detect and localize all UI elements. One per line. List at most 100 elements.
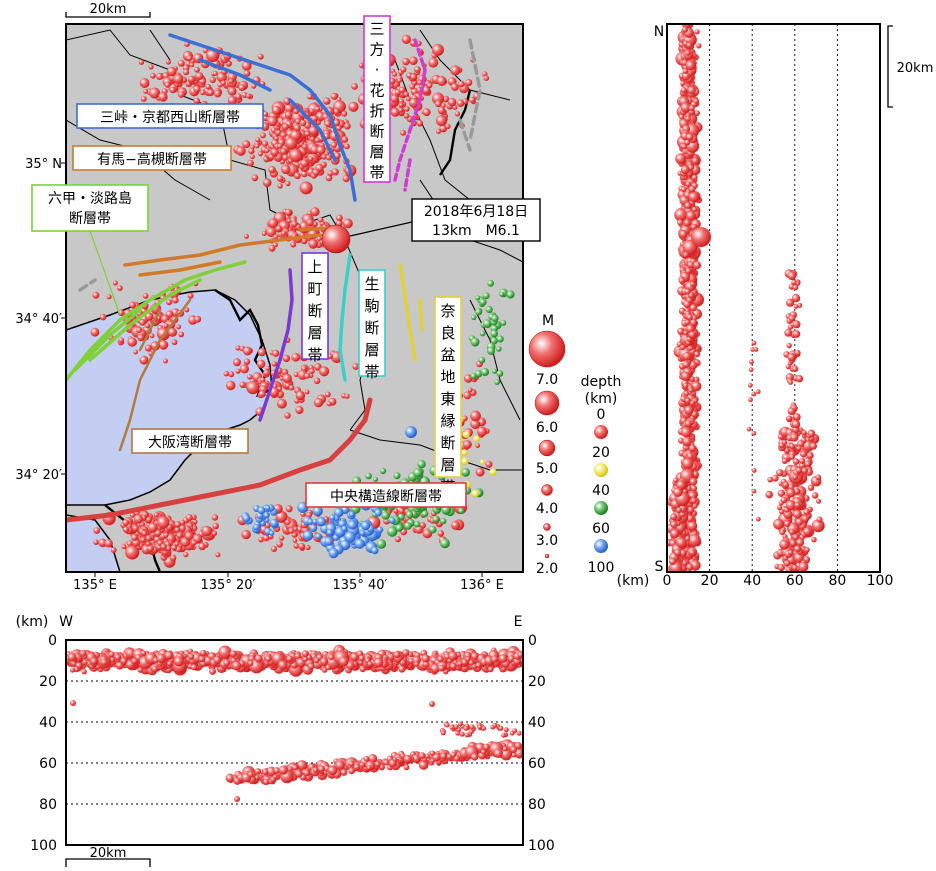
quake-marker — [361, 521, 371, 531]
quake-marker — [267, 115, 278, 127]
quake-marker — [271, 105, 282, 115]
quake-marker — [485, 305, 493, 314]
fault-label-rokko: 六甲・淡路島 断層帯 — [31, 184, 149, 316]
quake-marker — [114, 654, 122, 661]
quake-marker — [431, 92, 445, 105]
quake-marker — [141, 530, 148, 536]
quake-marker — [479, 298, 487, 306]
ew-y-tick-left: 20 — [39, 674, 57, 690]
quake-marker — [413, 468, 423, 478]
quake-marker — [254, 768, 262, 775]
quake-marker — [137, 667, 144, 673]
quake-marker — [410, 73, 417, 81]
quake-marker — [463, 725, 469, 731]
quake-marker — [324, 391, 331, 398]
quake-marker — [273, 136, 279, 141]
ew-section-frame — [65, 639, 524, 846]
quake-marker — [691, 206, 698, 213]
quake-marker — [401, 34, 411, 45]
quake-marker — [282, 354, 291, 363]
quake-marker — [792, 458, 800, 465]
quake-marker — [792, 330, 801, 338]
ew-y-tick-right: 40 — [528, 715, 546, 731]
quake-marker — [457, 80, 465, 88]
quake-marker — [684, 139, 691, 146]
quake-marker — [213, 656, 222, 664]
quake-marker — [173, 656, 184, 667]
quake-marker — [301, 650, 309, 658]
quake-marker — [679, 511, 686, 518]
ns-x-tick: 40 — [743, 573, 761, 589]
quake-marker — [489, 468, 497, 476]
quake-marker — [351, 83, 358, 90]
quake-marker — [686, 506, 695, 514]
quake-marker — [748, 397, 753, 403]
fault-label-char: · — [375, 61, 380, 79]
quake-marker — [258, 390, 266, 398]
quake-marker — [133, 349, 139, 355]
ns-x-tick: 60 — [786, 573, 804, 589]
quake-marker — [352, 363, 360, 370]
quake-marker — [276, 541, 283, 548]
fault-nara-line — [398, 263, 424, 362]
quake-marker — [782, 481, 789, 488]
quake-marker — [278, 660, 288, 670]
quake-marker — [163, 358, 168, 364]
quake-marker — [801, 514, 809, 523]
quake-marker — [677, 327, 685, 335]
ns-x-tick: 20 — [701, 573, 719, 589]
quake-marker — [207, 89, 215, 97]
quake-marker — [785, 499, 796, 511]
quake-marker — [688, 104, 695, 112]
quake-marker — [307, 94, 313, 100]
quake-marker — [235, 368, 241, 374]
quake-marker — [418, 752, 426, 760]
quake-marker — [686, 324, 695, 334]
quake-marker — [200, 649, 207, 657]
quake-marker — [241, 529, 251, 540]
quake-marker — [416, 120, 424, 127]
quake-marker — [685, 60, 696, 71]
quake-marker — [465, 79, 473, 86]
quake-marker — [408, 97, 419, 108]
quake-marker — [328, 548, 339, 559]
quake-marker — [316, 517, 327, 527]
quake-marker — [284, 412, 291, 419]
fault-label-char: 良 — [440, 324, 455, 342]
quake-marker — [777, 489, 786, 497]
quake-marker — [500, 320, 507, 326]
quake-marker — [797, 440, 805, 448]
fault-chuo-line — [66, 397, 373, 523]
fault-label-char: 上 — [307, 258, 322, 276]
mag-label-5: 5.0 — [536, 461, 558, 477]
quake-marker — [164, 82, 171, 88]
quake-marker — [205, 83, 212, 90]
quake-marker — [691, 227, 711, 247]
quake-marker — [502, 746, 508, 752]
quake-marker — [442, 95, 450, 103]
quake-marker — [376, 526, 384, 534]
quake-marker — [374, 509, 382, 517]
quake-marker — [473, 435, 480, 443]
quake-marker — [307, 663, 315, 670]
quake-marker — [363, 756, 370, 762]
lat-label-3440: 34° 40′ — [15, 312, 62, 327]
mag-label-4: 4.0 — [536, 501, 558, 517]
quake-marker — [120, 657, 128, 665]
quake-marker — [160, 543, 167, 550]
quake-marker — [412, 655, 422, 665]
quake-marker — [447, 97, 457, 107]
quake-marker — [247, 159, 254, 167]
quake-marker — [67, 652, 77, 662]
quake-marker — [475, 467, 485, 477]
quake-marker — [816, 516, 823, 523]
quake-marker — [461, 468, 471, 477]
fault-label-osakawan: 大阪湾断層帯 — [131, 428, 249, 454]
depth-sym-60 — [594, 539, 608, 553]
quake-marker — [682, 457, 694, 470]
quake-marker — [90, 657, 98, 665]
fault-label-char: 層 — [369, 143, 384, 161]
quake-marker — [228, 87, 237, 96]
quake-marker — [789, 529, 795, 535]
lon-label-136: 136° E — [460, 578, 504, 593]
